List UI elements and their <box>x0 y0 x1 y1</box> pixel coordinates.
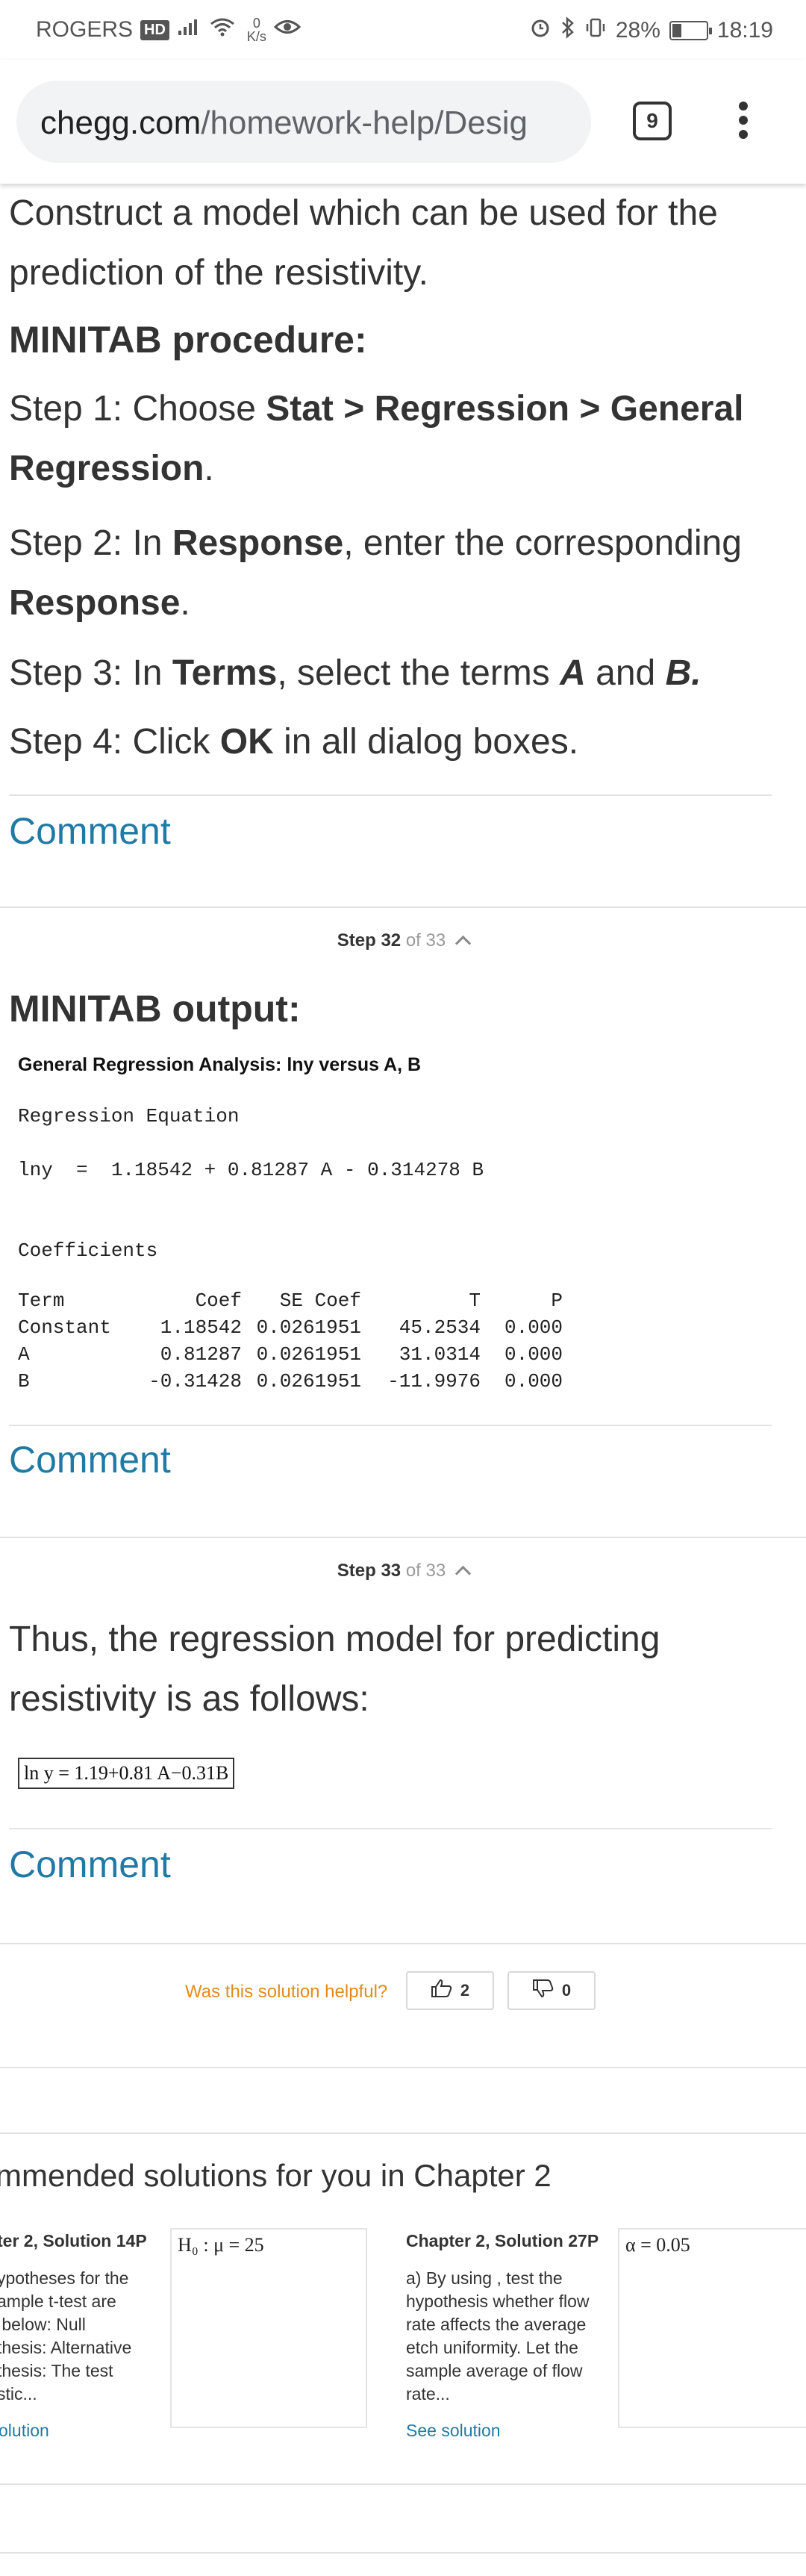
thumbs-up-icon <box>431 1979 453 2003</box>
see-solution-link[interactable]: See solution <box>406 2421 501 2440</box>
procedure-heading: MINITAB procedure: <box>9 319 367 361</box>
table-row: Constant 1.18542 0.0261951 45.2534 0.000 <box>18 1316 563 1339</box>
battery-icon <box>669 21 712 40</box>
overflow-menu-icon[interactable] <box>728 99 758 146</box>
browser-toolbar: chegg.com/homework-help/Desig 9 <box>0 60 806 184</box>
final-model-formula: ln y = 1.19+0.81 A−0.31B <box>18 1758 235 1789</box>
procedure-step-2: Step 2: In Response, enter the correspon… <box>9 523 742 623</box>
divider <box>0 2483 806 2485</box>
status-bar: ROGERS HD 0 K/s 28% 18:19 <box>0 0 806 60</box>
comment-link[interactable]: Comment <box>9 810 171 852</box>
procedure-step-3: Step 3: In Terms, select the terms A and… <box>9 653 702 693</box>
step-33-toggle[interactable]: Step 33 of 33 <box>0 1561 806 1582</box>
url-domain: chegg.com <box>40 105 202 141</box>
thumbs-down-count: 0 <box>561 1981 572 2000</box>
thumbs-up-button[interactable]: 2 <box>406 1971 494 2010</box>
card-title: ter 2, Solution 14P <box>0 2231 147 2250</box>
divider <box>0 2552 806 2554</box>
speed-unit: K/s <box>246 29 266 44</box>
battery-percent: 28% <box>615 18 660 43</box>
card-snippet: ypotheses for the ample t-test are below… <box>0 2268 132 2404</box>
signal-icon <box>177 17 202 43</box>
table-header-row: Term Coef SE Coef T P <box>18 1289 563 1312</box>
feedback-bar: Was this solution helpful? 2 0 <box>0 1971 806 2016</box>
card-title: Chapter 2, Solution 27P <box>406 2231 599 2250</box>
hd-badge: HD <box>140 19 169 40</box>
vibrate-icon <box>584 16 607 45</box>
url-bar[interactable]: chegg.com/homework-help/Desig <box>16 81 591 163</box>
regression-equation: lny = 1.18542 + 0.81287 A - 0.314278 B <box>18 1159 484 1181</box>
solution-thumbnail: H₀ : μ = 25 <box>170 2228 367 2428</box>
url-path: /homework-help/Desig <box>201 105 528 141</box>
bluetooth-icon <box>560 16 575 45</box>
divider <box>0 1943 806 1944</box>
step-32-toggle[interactable]: Step 32 of 33 <box>0 930 806 952</box>
solution-thumbnail: α = 0.05 <box>618 2228 806 2428</box>
comment-link[interactable]: Comment <box>9 1439 171 1481</box>
eye-icon <box>273 17 302 43</box>
coefficients-table: Term Coef SE Coef T P Constant 1.18542 0.0… <box>18 1287 563 1395</box>
divider <box>0 2132 806 2134</box>
divider <box>0 2067 806 2068</box>
carrier-name: ROGERS <box>36 17 134 42</box>
divider <box>9 794 772 796</box>
procedure-step-1: Step 1: Choose Stat > Regression > Gener… <box>9 389 744 488</box>
clock: 18:19 <box>716 18 773 43</box>
thumbs-down-button[interactable]: 0 <box>507 1971 596 2010</box>
thumbs-up-count: 2 <box>460 1981 470 2000</box>
recommendations-title: mmended solutions for you in Chapter 2 <box>0 2158 552 2193</box>
coefficients-label: Coefficients <box>18 1239 158 1262</box>
tab-switcher-button[interactable]: 9 <box>633 102 672 140</box>
alarm-icon <box>529 16 552 45</box>
regression-equation-label: Regression Equation <box>18 1105 240 1127</box>
divider <box>9 1425 772 1426</box>
thumbs-down-icon <box>532 1979 554 2003</box>
conclusion-text: Thus, the regression model for predictin… <box>9 1620 660 1719</box>
step-intro-text: Construct a model which can be used for … <box>9 193 718 293</box>
network-speed: 0 K/s <box>247 16 266 43</box>
divider <box>0 1537 806 1538</box>
card-snippet: a) By using , test the hypothesis whethe… <box>406 2268 590 2404</box>
procedure-step-4: Step 4: Click OK in all dialog boxes. <box>9 722 579 762</box>
table-row: A 0.81287 0.0261951 31.0314 0.000 <box>18 1343 563 1366</box>
wifi-icon <box>210 16 235 43</box>
divider <box>0 906 806 908</box>
chevron-up-icon <box>455 935 472 952</box>
analysis-title: General Regression Analysis: lny versus … <box>18 1054 422 1075</box>
divider <box>9 1828 772 1829</box>
helpful-question: Was this solution helpful? <box>185 1982 388 2002</box>
comment-link[interactable]: Comment <box>9 1844 171 1885</box>
output-heading: MINITAB output: <box>9 988 301 1030</box>
table-row: B -0.31428 0.0261951 -11.9976 0.000 <box>18 1370 563 1393</box>
speed-value: 0 <box>252 16 260 31</box>
see-solution-link[interactable]: olution <box>0 2421 49 2440</box>
chevron-up-icon <box>455 1565 472 1582</box>
